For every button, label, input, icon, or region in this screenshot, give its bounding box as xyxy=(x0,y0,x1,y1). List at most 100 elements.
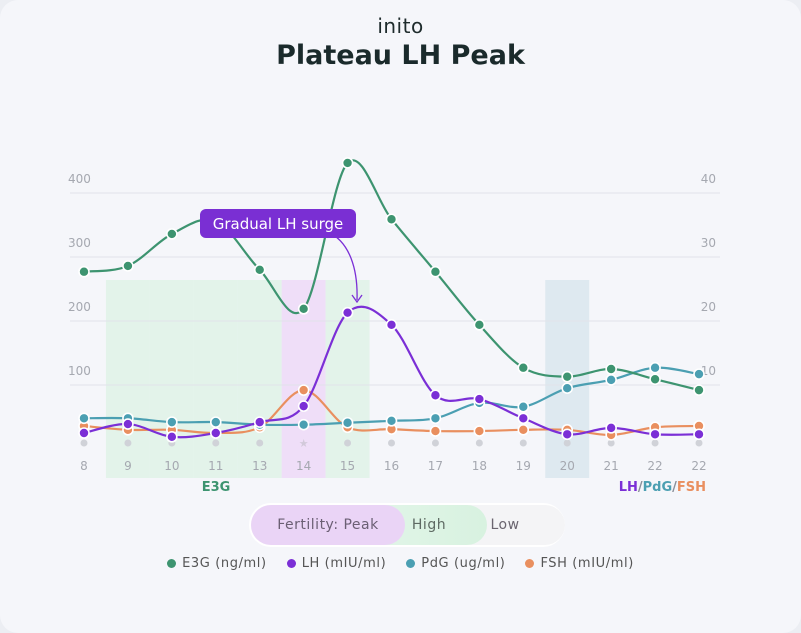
lh-point xyxy=(517,412,530,425)
x-tick-label: 22 xyxy=(691,459,706,473)
fertility-band-high xyxy=(149,280,194,478)
day-marker xyxy=(695,439,703,447)
pdg-point xyxy=(605,374,617,386)
x-tick-label: 21 xyxy=(604,459,619,473)
e3g-point xyxy=(166,228,178,240)
e3g-point xyxy=(385,213,398,226)
day-marker xyxy=(212,439,220,447)
x-tick-label: 11 xyxy=(208,459,223,473)
pdg-point xyxy=(385,415,398,427)
pdg-point xyxy=(78,412,90,425)
left-tick-label: 100 xyxy=(68,364,91,378)
day-marker xyxy=(651,439,659,447)
pdg-dot-icon xyxy=(406,559,416,568)
e3g-line xyxy=(83,159,700,392)
day-marker xyxy=(388,439,395,447)
left-tick-label: 300 xyxy=(68,236,91,250)
x-tick-label: 13 xyxy=(252,459,267,473)
day-marker xyxy=(256,439,264,447)
x-tick-label: 8 xyxy=(80,459,88,473)
lh-point xyxy=(209,427,222,439)
x-tick-label: 22 xyxy=(647,459,662,473)
legend-label: FSH (mIU/ml) xyxy=(540,556,634,571)
annotation-label: Gradual LH surge xyxy=(213,215,344,233)
day-marker xyxy=(475,439,483,447)
star-icon: ★ xyxy=(299,437,309,450)
e3g-point xyxy=(561,370,574,383)
fertility-indicator: Low High Fertility: Peak xyxy=(249,503,565,547)
right-axis-label-part: LH xyxy=(619,480,638,495)
lh-point xyxy=(341,306,354,319)
lh-point xyxy=(166,431,178,443)
annotation-box xyxy=(200,209,356,238)
arrow-head-icon xyxy=(351,294,363,304)
right-axis-label: LH/PdG/FSH xyxy=(619,480,706,495)
pdg-point xyxy=(517,400,530,413)
day-marker xyxy=(607,439,615,447)
fsh-point xyxy=(517,423,530,436)
right-axis-label-part: PdG xyxy=(643,480,673,495)
e3g-point xyxy=(429,265,442,278)
pdg-point xyxy=(297,418,310,431)
fsh-point xyxy=(297,384,310,396)
x-tick-label: 15 xyxy=(340,459,355,473)
x-tick-label: 14 xyxy=(296,459,311,473)
day-marker xyxy=(431,439,439,447)
pdg-point xyxy=(166,416,178,428)
lh-point xyxy=(429,389,442,402)
day-marker xyxy=(519,439,527,447)
chart-title: Plateau LH Peak xyxy=(276,40,525,71)
e3g-point xyxy=(253,263,266,276)
e3g-point xyxy=(473,319,486,331)
right-tick-label: 20 xyxy=(701,300,716,314)
x-tick-label: 17 xyxy=(428,459,443,473)
legend-item-e3g: E3G (ng/ml) xyxy=(167,556,267,571)
fertility-band-high xyxy=(193,280,238,478)
legend-item-pdg: PdG (ug/ml) xyxy=(406,556,505,571)
pdg-point xyxy=(649,361,661,374)
pdg-point xyxy=(209,416,222,428)
left-tick-label: 200 xyxy=(68,300,91,314)
lh-point xyxy=(693,428,705,441)
lh-point xyxy=(561,428,574,441)
x-tick-label: 9 xyxy=(124,459,132,473)
right-tick-label: 30 xyxy=(701,236,716,250)
e3g-point xyxy=(693,384,705,396)
x-tick-label: 18 xyxy=(472,459,487,473)
e3g-dot-icon xyxy=(167,559,177,568)
legend-item-lh: LH (mIU/ml) xyxy=(286,556,387,571)
fertility-band-high xyxy=(105,280,150,478)
fertility-peak: Fertility: Peak xyxy=(251,505,405,545)
fsh-point xyxy=(473,425,486,437)
fsh-point xyxy=(429,425,442,437)
legend-label: E3G (ng/ml) xyxy=(182,556,267,571)
e3g-point xyxy=(341,157,354,169)
x-tick-label: 10 xyxy=(164,459,179,473)
e3g-point xyxy=(122,260,134,272)
lh-point xyxy=(78,427,90,439)
right-axis-label-part: FSH xyxy=(677,480,706,495)
right-axis-label-part: / xyxy=(638,480,643,495)
x-tick-label: 16 xyxy=(384,459,399,473)
lh-point xyxy=(649,428,661,441)
lh-point xyxy=(297,400,310,412)
x-tick-label: 19 xyxy=(516,459,531,473)
e3g-point xyxy=(297,303,310,315)
lh-point xyxy=(122,418,134,430)
fertility-band-high xyxy=(237,280,282,478)
legend-label: LH (mIU/ml) xyxy=(301,556,387,571)
right-axis-label-part: / xyxy=(672,480,677,495)
fsh-dot-icon xyxy=(525,559,535,568)
e3g-point xyxy=(649,373,661,386)
lh-point xyxy=(253,416,266,428)
x-tick-label: 20 xyxy=(560,459,575,473)
e3g-point xyxy=(78,265,90,278)
legend-item-fsh: FSH (mIU/ml) xyxy=(525,556,633,571)
pdg-point xyxy=(429,412,442,425)
brand-logo: inito xyxy=(377,14,424,38)
lh-point xyxy=(605,422,617,434)
pdg-point xyxy=(341,416,354,429)
day-marker xyxy=(344,439,352,447)
